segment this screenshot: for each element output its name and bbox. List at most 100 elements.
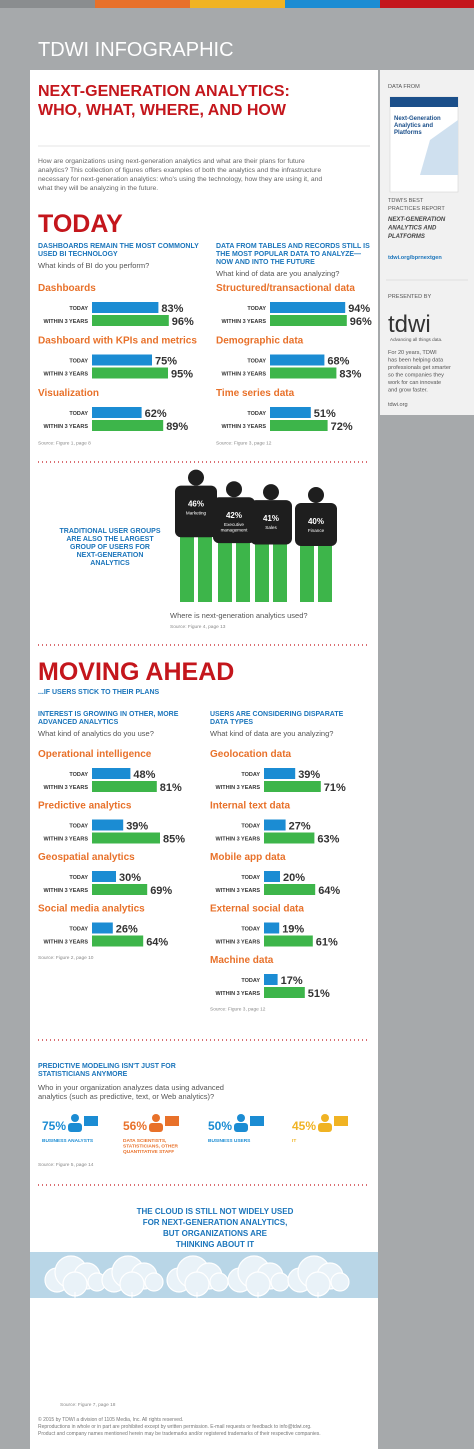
source: Source: Figure 2, page 10 xyxy=(38,955,94,961)
panel-subtitle: ADVANCED ANALYTICS xyxy=(38,719,119,726)
cloud xyxy=(166,1255,229,1297)
icon-body xyxy=(234,1123,248,1132)
title: NEXT-GENERATION ANALYTICS: xyxy=(38,83,290,100)
row-label: TODAY xyxy=(69,359,88,365)
row-label: WITHIN 3 YEARS xyxy=(215,785,260,791)
bar-value: 83% xyxy=(161,303,183,315)
bar-value: 26% xyxy=(116,924,138,936)
report-kind: PRACTICES REPORT xyxy=(388,206,445,212)
row-label: TODAY xyxy=(247,306,266,312)
figure-value: 46% xyxy=(188,500,204,509)
figure-value: 41% xyxy=(263,514,279,523)
row-label: TODAY xyxy=(241,927,260,933)
bar xyxy=(92,781,157,792)
bar-value: 48% xyxy=(133,769,155,781)
bar-value: 81% xyxy=(160,782,182,794)
bar xyxy=(270,315,347,326)
row-label: TODAY xyxy=(247,359,266,365)
bar-value: 27% xyxy=(289,821,311,833)
row-label: WITHIN 3 YEARS xyxy=(43,888,88,894)
cloud-value: 14% xyxy=(122,1321,142,1332)
panel-subtitle: THE MOST POPULAR DATA TO ANALYZE— xyxy=(216,251,361,258)
bar-value: 39% xyxy=(298,769,320,781)
figure-leg xyxy=(255,542,269,602)
about-text: work for can innovate xyxy=(387,380,441,386)
bar xyxy=(92,935,144,947)
analysts-icon xyxy=(149,1114,179,1132)
bar-value: 51% xyxy=(308,988,330,1000)
analysts-label: BUSINESS USERS xyxy=(208,1138,251,1144)
icon-body xyxy=(149,1123,163,1132)
item-label: Dashboard with KPIs and metrics xyxy=(38,336,197,347)
cloud-value: 40% xyxy=(308,1373,328,1384)
figure-name: Marketing xyxy=(186,511,207,516)
icon-screen xyxy=(84,1116,98,1126)
bar-value: 96% xyxy=(172,316,194,328)
bar xyxy=(270,354,325,366)
cloud xyxy=(227,1255,290,1297)
users-question: Where is next-generation analytics used? xyxy=(170,611,308,620)
item-label: External social data xyxy=(210,904,304,915)
figure-head xyxy=(188,469,204,486)
source: Source: Figure 5, page 14 xyxy=(38,1162,94,1168)
figure-torso xyxy=(295,503,337,546)
bar xyxy=(270,407,311,418)
cloud-label: NOT NOW BUT xyxy=(302,1384,335,1389)
panel-question: What kind of data are you analyzing? xyxy=(216,269,339,278)
about-text: so the companies they xyxy=(388,373,444,379)
logo: tdwi xyxy=(388,311,431,338)
bar xyxy=(92,922,113,934)
figure-torso xyxy=(213,497,255,544)
figure-leg xyxy=(180,535,194,602)
item-label: Dashboards xyxy=(38,283,96,294)
cloud-label: USE A PRIVATE xyxy=(180,1334,214,1339)
row-label: WITHIN 3 YEARS xyxy=(43,372,88,378)
figure-leg xyxy=(218,541,232,602)
icon-head xyxy=(321,1114,329,1122)
icon-screen xyxy=(334,1116,348,1126)
report-title: NEXT-GENERATION xyxy=(388,217,446,223)
report-link: tdwi.org/bprnextgen xyxy=(388,255,442,261)
intro-text: How are organizations using next-generat… xyxy=(38,158,305,165)
footer: Product and company names mentioned here… xyxy=(38,1431,321,1437)
source: Source: Figure 1, page 8 xyxy=(38,441,91,447)
row-label: TODAY xyxy=(69,824,88,830)
cover-title: Platforms xyxy=(394,130,422,136)
bar xyxy=(92,832,160,844)
cloud-puff xyxy=(209,1272,229,1292)
stripe xyxy=(380,0,474,8)
cloud-label: USE CLOUD xyxy=(118,1338,146,1343)
row-label: WITHIN 3 YEARS xyxy=(215,888,260,894)
figure-name: Executive xyxy=(224,522,244,527)
bar-value: 19% xyxy=(282,924,304,936)
figure-name: Finance xyxy=(308,528,325,533)
icon-head xyxy=(71,1114,79,1122)
analysts-value: 50% xyxy=(208,1119,232,1133)
bar xyxy=(92,354,152,366)
report-title: PLATFORMS xyxy=(388,234,425,240)
analysts-subtitle: PREDICTIVE MODELING ISN'T JUST FOR xyxy=(38,1063,176,1070)
users-text: TRADITIONAL USER GROUPS xyxy=(60,528,161,535)
stripe xyxy=(285,0,380,8)
bar-value: 17% xyxy=(281,975,303,987)
analysts-label: STATISTICIANS, OTHER xyxy=(123,1144,179,1150)
figure-torso xyxy=(175,485,217,538)
bar-value: 64% xyxy=(318,885,340,897)
title: WHO, WHAT, WHERE, AND HOW xyxy=(38,102,287,119)
row-label: WITHIN 3 YEARS xyxy=(43,940,88,946)
figure-torso xyxy=(250,500,292,545)
section-subheading: ...IF USERS STICK TO THEIR PLANS xyxy=(38,689,160,696)
row-label: TODAY xyxy=(241,978,260,984)
cloud-value: 8% xyxy=(68,1309,83,1320)
row-label: WITHIN 3 YEARS xyxy=(215,991,260,997)
bar-value: 96% xyxy=(350,316,372,328)
row-label: WITHIN 3 YEARS xyxy=(215,940,260,946)
figure-leg xyxy=(300,544,314,602)
bar xyxy=(92,884,148,895)
source: Source: Figure 7, page 18 xyxy=(60,1402,116,1408)
row-label: WITHIN 3 YEARS xyxy=(221,372,266,378)
figure-name: management xyxy=(221,528,249,533)
cloud-puff xyxy=(144,1272,164,1292)
figure-leg xyxy=(318,544,332,602)
